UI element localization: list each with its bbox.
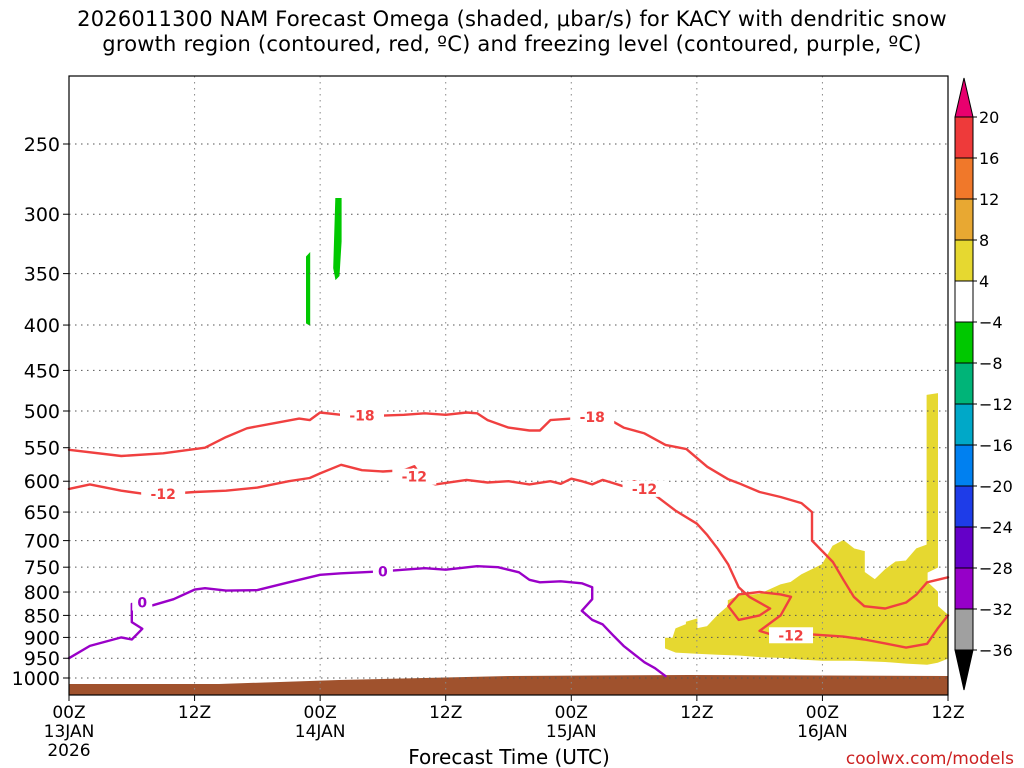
contour-label-0: -18 <box>349 409 374 425</box>
colorbar-label-10: −24 <box>979 518 1013 537</box>
colorbar-label-11: −28 <box>979 559 1013 578</box>
omega-shading-layer <box>306 198 949 665</box>
colorbar-label-8: −16 <box>979 436 1013 455</box>
x-tick-label-12: 12Z <box>178 703 211 723</box>
contour-label-7: 0 <box>137 595 147 611</box>
contour-label-6: 0 <box>378 564 388 580</box>
y-tick-label-700: 700 <box>24 531 60 553</box>
x-tick-label-60: 12Z <box>680 703 713 723</box>
colorbar-label-2: 12 <box>979 190 999 209</box>
y-tick-label-600: 600 <box>24 471 60 493</box>
terrain-layer <box>69 675 948 695</box>
contour-zero <box>67 565 667 678</box>
colorbar-swatch-9 <box>954 485 974 528</box>
x-tick-label-84: 12Z <box>931 703 964 723</box>
plot-border <box>68 75 949 696</box>
y-tick-label-250: 250 <box>24 134 60 156</box>
x-tick-label-36: 12Z <box>429 703 462 723</box>
colorbar-swatch-3 <box>954 239 974 282</box>
contour-label-4: -12 <box>151 487 176 503</box>
y-tick-label-650: 650 <box>24 502 60 524</box>
colorbar-label-9: −20 <box>979 477 1013 496</box>
colorbar-label-12: −32 <box>979 600 1013 619</box>
x-date-label-0: 13JAN <box>44 722 95 742</box>
contour-label-bg-4 <box>141 485 186 502</box>
colorbar-label-6: −8 <box>979 354 1003 373</box>
x-year-label-0: 2026 <box>47 741 90 761</box>
plot-frame <box>68 75 949 696</box>
x-date-label-48: 15JAN <box>546 722 597 742</box>
colorbar-swatch-12 <box>954 608 974 651</box>
chart-title-line-2: growth region (contoured, red, ºC) and f… <box>102 32 922 56</box>
colorbar-label-4: 4 <box>979 272 989 291</box>
x-tick-label-0: 00Z <box>52 703 85 723</box>
colorbar: 20 16 12 8 4 −4 −8 −12 −16 −20 −24 −28 −32 −36 <box>954 77 1013 691</box>
omega-shade-0 <box>306 252 311 326</box>
colorbar-label-5: −4 <box>979 313 1003 332</box>
x-tick-label-72: 00Z <box>806 703 839 723</box>
y-tick-label-950: 950 <box>24 648 60 670</box>
colorbar-swatch-2 <box>954 198 974 241</box>
contour-label-5: -12 <box>778 628 803 644</box>
colorbar-label-0: 20 <box>979 108 999 127</box>
y-tick-label-850: 850 <box>24 605 60 627</box>
terrain-ground <box>69 675 948 695</box>
chart-title-line-1: 2026011300 NAM Forecast Omega (shaded, μ… <box>77 7 947 31</box>
x-tick-label-48: 00Z <box>555 703 588 723</box>
colorbar-swatch-1 <box>954 157 974 200</box>
colorbar-swatch-7 <box>954 403 974 446</box>
x-date-label-72: 16JAN <box>797 722 848 742</box>
contour-label-bg-3 <box>622 480 667 497</box>
contour-label-bg-0 <box>340 407 384 424</box>
colorbar-label-3: 8 <box>979 231 989 250</box>
contour-label-bg-2 <box>392 468 437 485</box>
y-tick-label-500: 500 <box>24 401 60 423</box>
colorbar-label-13: −36 <box>979 641 1013 660</box>
y-tick-label-400: 400 <box>24 315 60 337</box>
x-date-label-24: 14JAN <box>295 722 346 742</box>
contour-label-3: -12 <box>632 482 657 498</box>
contour-label-1: -18 <box>580 410 605 426</box>
grid-layer <box>69 76 948 695</box>
colorbar-label-7: −12 <box>979 395 1013 414</box>
x-axis-label: Forecast Time (UTC) <box>408 745 610 768</box>
colorbar-swatch-6 <box>954 362 974 405</box>
y-tick-label-800: 800 <box>24 582 60 604</box>
contour-label-2: -12 <box>402 470 427 486</box>
contour-label-bg-5 <box>769 627 814 644</box>
contour-label-bg-1 <box>570 409 615 426</box>
axis-layer: 2503003504004505005506006507007508008509… <box>12 134 965 761</box>
contour-label-bg-6 <box>372 563 393 580</box>
y-tick-label-900: 900 <box>24 627 60 649</box>
y-tick-label-450: 450 <box>24 360 60 382</box>
colorbar-swatch-4 <box>954 280 974 323</box>
colorbar-bottom-arrow <box>954 649 974 691</box>
omega-shade-2 <box>665 393 949 665</box>
colorbar-swatch-0 <box>954 116 974 159</box>
colorbar-top-arrow <box>954 77 974 118</box>
y-tick-label-750: 750 <box>24 557 60 579</box>
y-tick-label-1000: 1000 <box>12 668 60 690</box>
contour-label-bg-7 <box>132 594 153 611</box>
x-tick-label-24: 00Z <box>304 703 337 723</box>
colorbar-swatch-11 <box>954 567 974 610</box>
omega-shade-1 <box>333 198 342 281</box>
colorbar-swatch-10 <box>954 526 974 569</box>
y-tick-label-350: 350 <box>24 264 60 286</box>
colorbar-swatch-8 <box>954 444 974 487</box>
colorbar-swatch-5 <box>954 321 974 364</box>
contour-layer: -18 -18 -12 -12 -12 -12 0 0 <box>67 407 950 678</box>
y-tick-label-300: 300 <box>24 204 60 226</box>
colorbar-label-1: 16 <box>979 149 999 168</box>
credit-text: coolwx.com/models <box>846 749 1014 768</box>
y-tick-label-550: 550 <box>24 438 60 460</box>
